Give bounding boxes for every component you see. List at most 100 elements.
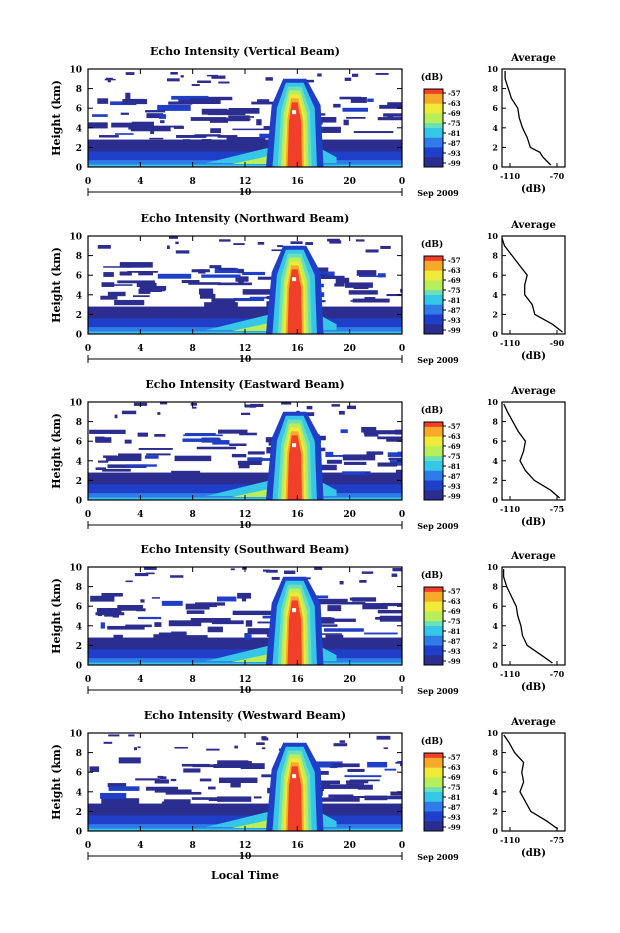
x-tick-label: 0: [85, 344, 91, 354]
colorbar-cell: [424, 422, 443, 428]
heatmap-cell: [380, 245, 391, 249]
heatmap-cell: [342, 107, 369, 112]
heatmap-cell: [376, 735, 391, 740]
heatmap-cell: [400, 288, 402, 293]
heatmap-cell: [230, 782, 241, 788]
heatmap-cell: [251, 101, 291, 105]
heatmap-cell: [168, 620, 202, 627]
heatmap-cell: [338, 410, 345, 415]
y-tick-label: 2: [76, 477, 82, 487]
colorbar-tick-label: -81: [448, 793, 461, 802]
colorbar-tick-label: -57: [448, 587, 461, 596]
colorbar-cell: [424, 275, 443, 281]
heatmap-cell: [238, 280, 244, 285]
profile-y-tick-label: 8: [492, 582, 498, 592]
profile-y-tick-label: 6: [492, 103, 498, 113]
heatmap-cell: [232, 128, 273, 131]
heatmap-cell: [266, 569, 278, 573]
heatmap-cell: [346, 116, 366, 119]
heatmap-cell: [247, 628, 272, 635]
colorbar-cell: [424, 650, 443, 656]
colorbar-cell: [424, 162, 443, 168]
panel-4: Echo Intensity (Westward Beam) 0 2 4 6 8 10 0 4 8…: [50, 709, 566, 862]
heatmap-cell: [210, 128, 222, 134]
heatmap-cell: [292, 277, 297, 282]
heatmap-cell: [100, 295, 118, 300]
x-tick-label: 20: [343, 841, 356, 851]
profile-y-tick-label: 0: [492, 329, 498, 339]
colorbar-tick-label: -75: [448, 452, 461, 461]
colorbar-unit: (dB): [421, 405, 443, 416]
profile-x-tick-label: -110: [500, 669, 520, 679]
heatmap-cell: [237, 592, 251, 599]
colorbar-cell: [424, 461, 443, 467]
heatmap-cell: [101, 592, 123, 597]
heatmap-cell: [342, 471, 371, 475]
heatmap-cell: [353, 286, 369, 290]
colorbar-tick-label: -99: [448, 326, 461, 335]
colorbar-cell: [424, 821, 443, 827]
x-tick-label: 20: [343, 510, 356, 520]
profile-y-tick-label: 4: [492, 621, 498, 631]
colorbar-unit: (dB): [421, 72, 443, 83]
colorbar-tick-label: -99: [448, 492, 461, 501]
colorbar-cell: [424, 304, 443, 311]
date-day-label: 10: [239, 852, 252, 862]
profile-title: Average: [510, 386, 556, 397]
colorbar-tick-label: -87: [448, 306, 461, 315]
heatmap-cell: [303, 412, 315, 417]
heatmap-cell: [161, 600, 183, 606]
heatmap-cell: [219, 239, 231, 242]
heatmap-cell: [107, 291, 126, 297]
heatmap-cell: [201, 139, 212, 141]
heatmap-cell: [343, 461, 367, 465]
y-tick-label: 10: [69, 730, 82, 740]
colorbar-cell: [424, 611, 443, 617]
heatmap-cell: [217, 282, 252, 286]
heatmap-cell: [271, 576, 280, 580]
colorbar-cell: [424, 616, 443, 622]
x-tick-label: 0: [399, 344, 405, 354]
heatmap-cell: [214, 267, 238, 274]
heatmap-cell: [137, 432, 148, 437]
heatmap-cell: [355, 239, 365, 242]
heatmap-cell: [235, 276, 249, 282]
colorbar-tick-label: -81: [448, 296, 461, 305]
heatmap-cell: [190, 402, 198, 406]
profile-x-tick-label: -70: [550, 669, 565, 679]
date-label: Sep 2009: [417, 188, 459, 198]
convective-column: [287, 766, 302, 831]
y-axis-label: Height (km): [50, 578, 63, 654]
heatmap-cell: [125, 464, 157, 467]
heatmap-cell: [314, 267, 329, 273]
heatmap-cell: [159, 776, 167, 780]
heatmap-cell: [331, 763, 360, 768]
y-tick-label: 2: [76, 642, 82, 652]
heatmap-cell: [239, 432, 257, 436]
x-tick-label: 0: [399, 510, 405, 520]
heatmap-cell: [257, 276, 274, 280]
heatmap-cell: [321, 797, 360, 802]
y-tick-label: 4: [76, 291, 82, 301]
colorbar-cell: [424, 285, 443, 291]
heatmap-cell: [230, 568, 235, 571]
heatmap-cell: [97, 460, 109, 463]
heatmap-cell: [154, 622, 162, 627]
colorbar-tick-label: -93: [448, 647, 461, 656]
profile-y-tick-label: 0: [492, 660, 498, 670]
heatmap-cell: [233, 297, 265, 302]
colorbar-cell: [424, 485, 443, 491]
heatmap-cell: [359, 275, 380, 278]
date-label: Sep 2009: [417, 852, 459, 862]
heatmap-cell: [104, 78, 116, 81]
heatmap-cell: [117, 605, 144, 611]
heatmap-cell: [348, 290, 378, 295]
heatmap-cell: [188, 282, 221, 285]
heatmap-cell: [394, 429, 402, 435]
heatmap-cell: [314, 567, 323, 570]
colorbar-frame: [423, 421, 444, 501]
heatmap-cell: [107, 783, 127, 788]
heatmap-cell: [108, 786, 140, 791]
